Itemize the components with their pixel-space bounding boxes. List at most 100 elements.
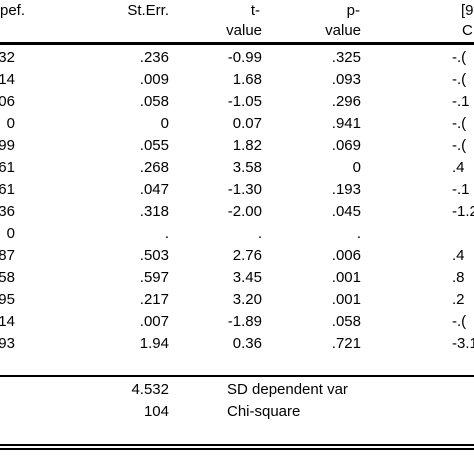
ci-cell: -.( <box>452 71 467 88</box>
t-value-cell: -1.89 <box>227 313 262 330</box>
stat-row: 4.532 SD dependent var <box>0 379 474 401</box>
p-value-cell: . <box>356 225 361 242</box>
p-value-cell: .325 <box>331 49 361 66</box>
table-row: 0 0 0.07 .941 -.( <box>0 113 474 135</box>
t-value-cell: 2.76 <box>232 247 262 264</box>
std-err-cell: .007 <box>139 313 169 330</box>
std-err-cell: .058 <box>139 93 169 110</box>
table-row: 387 .503 2.76 .006 .4 <box>0 245 474 267</box>
t-value-cell: 0.36 <box>232 335 262 352</box>
p-value-cell: .721 <box>331 335 361 352</box>
p-value-cell: .058 <box>331 313 361 330</box>
bottom-rule-2 <box>0 448 474 450</box>
p-value-cell: .296 <box>331 93 361 110</box>
header-ci-line1: [9 <box>461 2 474 19</box>
ci-cell: -.( <box>452 49 467 66</box>
t-value-cell: -1.30 <box>227 181 262 198</box>
std-err-cell: .318 <box>139 203 169 220</box>
body-rule <box>0 375 474 377</box>
std-err-cell: 0 <box>160 115 169 132</box>
stat-label: Chi-square <box>227 403 301 420</box>
header-t-line2: value <box>226 22 262 39</box>
coef-cell: 232 <box>0 49 15 66</box>
table-row: 014 .007 -1.89 .058 -.( <box>0 311 474 333</box>
ci-cell: -1.2 <box>452 203 474 220</box>
table-row: 695 .217 3.20 .001 .2 <box>0 289 474 311</box>
ci-cell: -.1 <box>452 93 470 110</box>
stat-row: 104 Chi-square <box>0 401 474 423</box>
table-row: 0... <box>0 223 474 245</box>
std-err-cell: .055 <box>139 137 169 154</box>
coef-cell: 061 <box>0 181 15 198</box>
coef-cell: -.06 <box>0 93 15 110</box>
t-value-cell: -2.00 <box>227 203 262 220</box>
t-value-cell: 3.45 <box>232 269 262 286</box>
p-value-cell: 0 <box>352 159 361 176</box>
coef-cell: 961 <box>0 159 15 176</box>
stat-value: 104 <box>143 403 169 420</box>
ci-cell: -3.1 <box>452 335 474 352</box>
header-ci-line2: C <box>462 22 473 39</box>
table-row: 693 1.94 0.36 .721 -3.1 <box>0 333 474 355</box>
table-row: 099 .055 1.82 .069 -.( <box>0 135 474 157</box>
t-value-cell: 1.82 <box>232 137 262 154</box>
table-row: -.06 .058 -1.05 .296 -.1 <box>0 91 474 113</box>
table-row: 636 .318 -2.00 .045 -1.2 <box>0 201 474 223</box>
table-row: 961 .268 3.58 0 .4 <box>0 157 474 179</box>
coef-cell: 693 <box>0 335 15 352</box>
t-value-cell: 3.58 <box>232 159 262 176</box>
header-t-line1: t- <box>250 2 260 19</box>
header-coef: pef. <box>0 2 26 19</box>
header-p-line1: p- <box>346 2 360 19</box>
coef-cell: 0 <box>6 115 15 132</box>
table-row: 014 .009 1.68 .093 -.( <box>0 69 474 91</box>
ci-cell: .2 <box>452 291 465 308</box>
ci-cell: -.( <box>452 137 467 154</box>
std-err-cell: .047 <box>139 181 169 198</box>
ci-cell: .4 <box>452 159 465 176</box>
std-err-cell: 1.94 <box>139 335 169 352</box>
header-rule <box>0 42 474 45</box>
coef-cell: 058 <box>0 269 15 286</box>
coef-cell: 636 <box>0 203 15 220</box>
std-err-cell: .236 <box>139 49 169 66</box>
stat-label: SD dependent var <box>227 381 348 398</box>
table-row: 061 .047 -1.30 .193 -.1 <box>0 179 474 201</box>
ci-cell: -.( <box>452 313 467 330</box>
t-value-cell: 1.68 <box>232 71 262 88</box>
t-value-cell: -0.99 <box>227 49 262 66</box>
coef-cell: 387 <box>0 247 15 264</box>
std-err-cell: .268 <box>139 159 169 176</box>
p-value-cell: .001 <box>331 291 361 308</box>
coef-cell: 695 <box>0 291 15 308</box>
table-row: 058 .597 3.45 .001 .8 <box>0 267 474 289</box>
header-std-err: St.Err. <box>127 2 169 19</box>
coef-cell: 014 <box>0 313 15 330</box>
p-value-cell: .006 <box>331 247 361 264</box>
std-err-cell: . <box>164 225 169 242</box>
ci-cell: -.( <box>452 115 467 132</box>
t-value-cell: 3.20 <box>232 291 262 308</box>
t-value-cell: 0.07 <box>232 115 262 132</box>
stat-value: 4.532 <box>131 381 169 398</box>
coef-cell: 099 <box>0 137 15 154</box>
p-value-cell: .193 <box>331 181 361 198</box>
p-value-cell: .001 <box>331 269 361 286</box>
header-p-line2: value <box>325 22 361 39</box>
coef-cell: 0 <box>6 225 15 242</box>
ci-cell: -.1 <box>452 181 470 198</box>
t-value-cell: . <box>257 225 262 242</box>
p-value-cell: .069 <box>331 137 361 154</box>
p-value-cell: .941 <box>331 115 361 132</box>
bottom-rule-1 <box>0 444 474 446</box>
ci-cell: .4 <box>452 247 465 264</box>
t-value-cell: -1.05 <box>227 93 262 110</box>
std-err-cell: .597 <box>139 269 169 286</box>
std-err-cell: .217 <box>139 291 169 308</box>
std-err-cell: .503 <box>139 247 169 264</box>
p-value-cell: .045 <box>331 203 361 220</box>
ci-cell: .8 <box>452 269 465 286</box>
p-value-cell: .093 <box>331 71 361 88</box>
coef-cell: 014 <box>0 71 15 88</box>
table-row: 232 .236 -0.99 .325 -.( <box>0 47 474 69</box>
